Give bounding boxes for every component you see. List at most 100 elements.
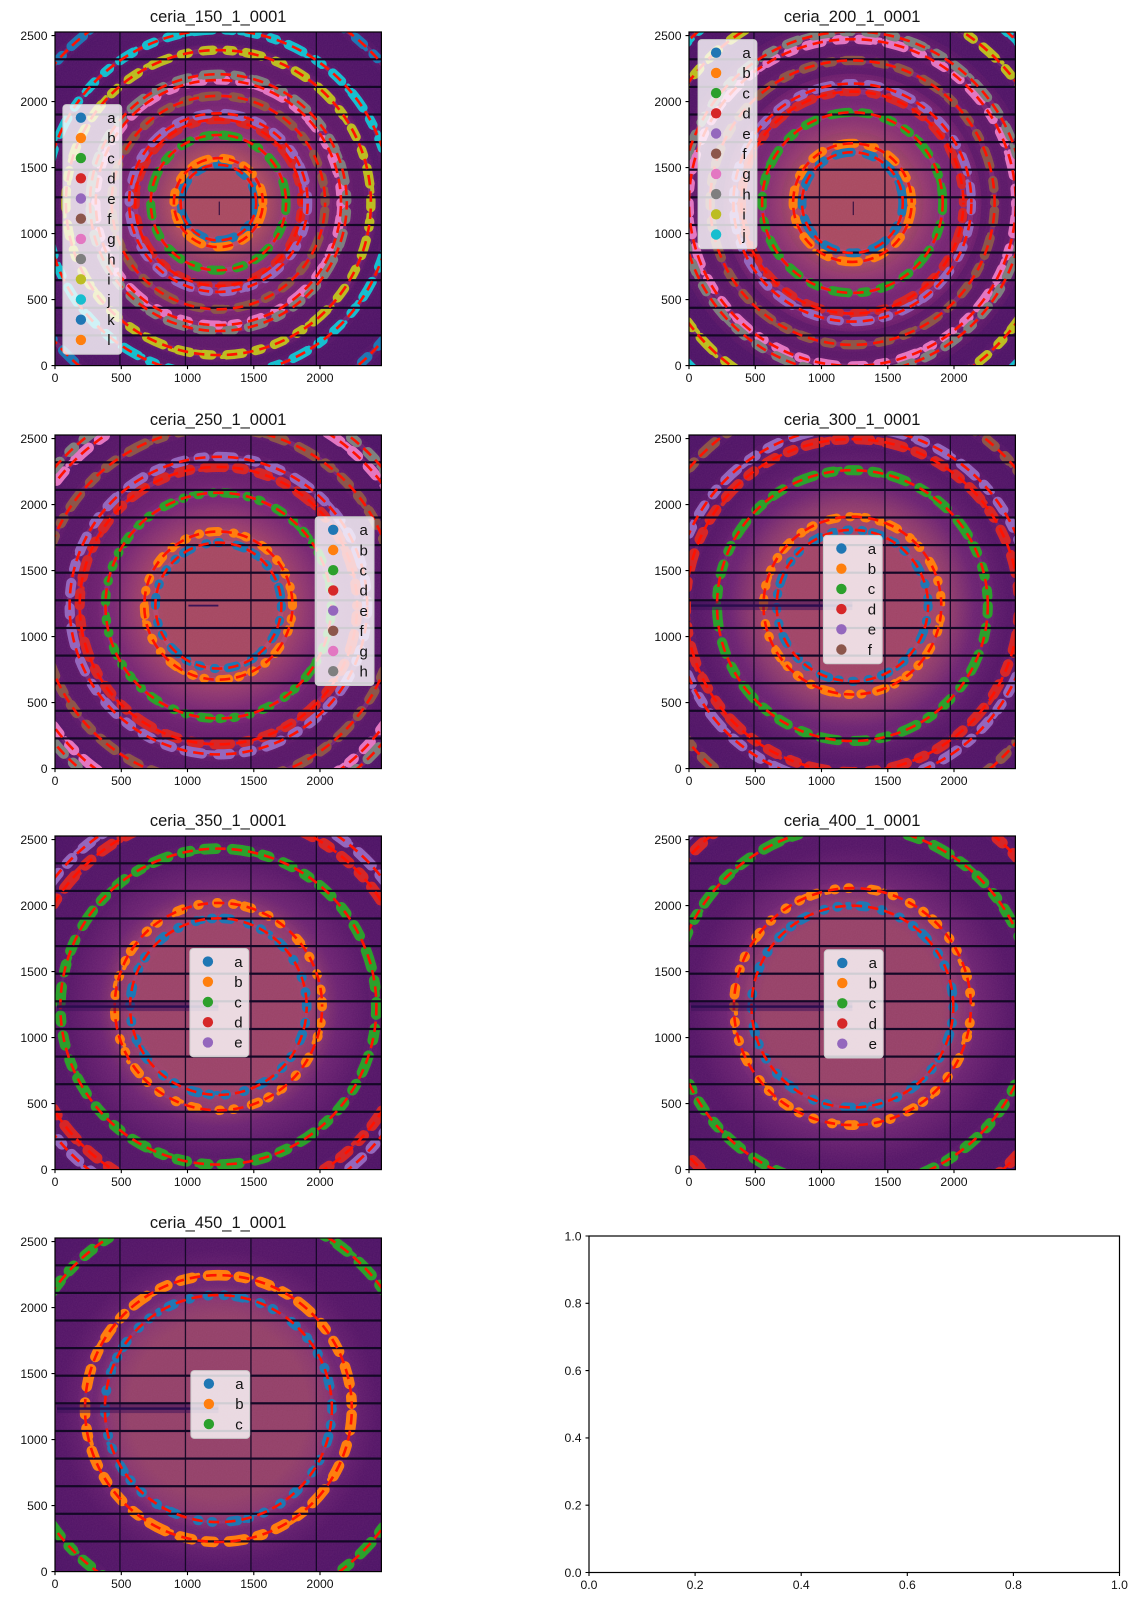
svg-text:d: d (107, 171, 115, 188)
svg-text:2000: 2000 (20, 95, 47, 109)
svg-text:0: 0 (52, 1175, 59, 1189)
svg-text:ceria_450_1_0001: ceria_450_1_0001 (150, 1214, 287, 1232)
svg-text:1000: 1000 (655, 1031, 682, 1045)
svg-text:0.0: 0.0 (581, 1578, 598, 1592)
svg-text:i: i (743, 207, 746, 224)
svg-text:500: 500 (27, 696, 48, 710)
svg-text:1000: 1000 (20, 227, 47, 241)
svg-text:g: g (360, 643, 368, 660)
svg-text:500: 500 (111, 1175, 132, 1189)
svg-text:e: e (234, 1035, 242, 1052)
svg-text:500: 500 (661, 293, 682, 307)
svg-text:d: d (869, 1016, 877, 1033)
svg-text:b: b (869, 976, 877, 993)
svg-text:2000: 2000 (307, 371, 334, 385)
svg-text:2500: 2500 (20, 1235, 47, 1249)
svg-text:0.2: 0.2 (687, 1578, 704, 1592)
svg-text:2000: 2000 (307, 1175, 334, 1189)
svg-text:c: c (868, 581, 876, 598)
svg-text:1500: 1500 (875, 371, 902, 385)
svg-text:2500: 2500 (20, 833, 47, 847)
svg-text:g: g (107, 232, 115, 249)
svg-text:1500: 1500 (875, 774, 902, 788)
svg-text:d: d (868, 601, 876, 618)
svg-text:e: e (869, 1036, 877, 1053)
svg-text:f: f (360, 623, 365, 640)
svg-text:500: 500 (745, 774, 766, 788)
svg-text:c: c (360, 562, 368, 579)
svg-text:500: 500 (111, 371, 132, 385)
svg-text:2500: 2500 (20, 432, 47, 446)
svg-text:2000: 2000 (20, 1301, 47, 1315)
svg-text:a: a (869, 956, 878, 973)
svg-text:1500: 1500 (240, 1577, 267, 1591)
svg-text:500: 500 (745, 1175, 766, 1189)
svg-text:1500: 1500 (20, 564, 47, 578)
svg-text:500: 500 (27, 1097, 48, 1111)
svg-text:l: l (107, 333, 110, 350)
svg-text:500: 500 (661, 1097, 682, 1111)
svg-text:1000: 1000 (20, 1031, 47, 1045)
svg-text:b: b (107, 131, 115, 148)
svg-text:1500: 1500 (875, 1175, 902, 1189)
svg-text:2000: 2000 (307, 1577, 334, 1591)
svg-text:b: b (868, 561, 876, 578)
svg-text:0: 0 (675, 359, 682, 373)
svg-text:0: 0 (686, 371, 693, 385)
svg-text:d: d (360, 582, 368, 599)
svg-text:k: k (107, 312, 115, 329)
svg-text:1500: 1500 (655, 564, 682, 578)
svg-text:0: 0 (52, 371, 59, 385)
svg-text:f: f (743, 146, 748, 163)
svg-text:0.4: 0.4 (793, 1578, 810, 1592)
svg-text:ceria_150_1_0001: ceria_150_1_0001 (150, 8, 287, 26)
svg-text:ceria_350_1_0001: ceria_350_1_0001 (150, 812, 287, 830)
svg-text:1500: 1500 (240, 371, 267, 385)
svg-text:a: a (868, 541, 877, 558)
svg-text:1500: 1500 (20, 161, 47, 175)
svg-text:500: 500 (27, 293, 48, 307)
svg-text:a: a (360, 522, 369, 539)
svg-text:0: 0 (675, 762, 682, 776)
svg-text:2000: 2000 (655, 95, 682, 109)
svg-text:0: 0 (686, 774, 693, 788)
svg-text:e: e (743, 126, 751, 143)
svg-text:h: h (360, 663, 368, 680)
svg-text:1000: 1000 (808, 371, 835, 385)
svg-text:e: e (360, 603, 368, 620)
svg-text:0.8: 0.8 (1005, 1578, 1022, 1592)
svg-text:0: 0 (52, 1577, 59, 1591)
svg-text:ceria_200_1_0001: ceria_200_1_0001 (784, 8, 921, 26)
svg-text:b: b (360, 542, 368, 559)
svg-text:1500: 1500 (20, 965, 47, 979)
svg-text:b: b (235, 1396, 243, 1413)
svg-text:0: 0 (41, 1565, 48, 1579)
svg-text:c: c (235, 1416, 243, 1433)
svg-text:1000: 1000 (655, 227, 682, 241)
svg-text:1500: 1500 (240, 1175, 267, 1189)
svg-text:h: h (743, 187, 751, 204)
svg-text:0.8: 0.8 (565, 1296, 582, 1310)
svg-text:ceria_400_1_0001: ceria_400_1_0001 (784, 812, 921, 830)
svg-text:1000: 1000 (174, 371, 201, 385)
svg-text:a: a (234, 954, 243, 971)
svg-text:1000: 1000 (174, 774, 201, 788)
svg-text:500: 500 (745, 371, 766, 385)
svg-text:1500: 1500 (20, 1367, 47, 1381)
svg-text:0.6: 0.6 (565, 1364, 582, 1378)
svg-text:500: 500 (27, 1499, 48, 1513)
svg-text:0: 0 (675, 1163, 682, 1177)
svg-text:a: a (235, 1376, 244, 1393)
svg-text:2500: 2500 (655, 29, 682, 43)
svg-text:0: 0 (41, 359, 48, 373)
svg-text:500: 500 (111, 1577, 132, 1591)
svg-text:j: j (106, 292, 110, 309)
svg-text:1000: 1000 (808, 1175, 835, 1189)
svg-text:2000: 2000 (941, 774, 968, 788)
svg-text:2000: 2000 (20, 899, 47, 913)
svg-text:0: 0 (52, 774, 59, 788)
svg-text:2500: 2500 (655, 833, 682, 847)
svg-text:1000: 1000 (655, 630, 682, 644)
svg-text:c: c (234, 995, 242, 1012)
svg-text:c: c (107, 151, 115, 168)
